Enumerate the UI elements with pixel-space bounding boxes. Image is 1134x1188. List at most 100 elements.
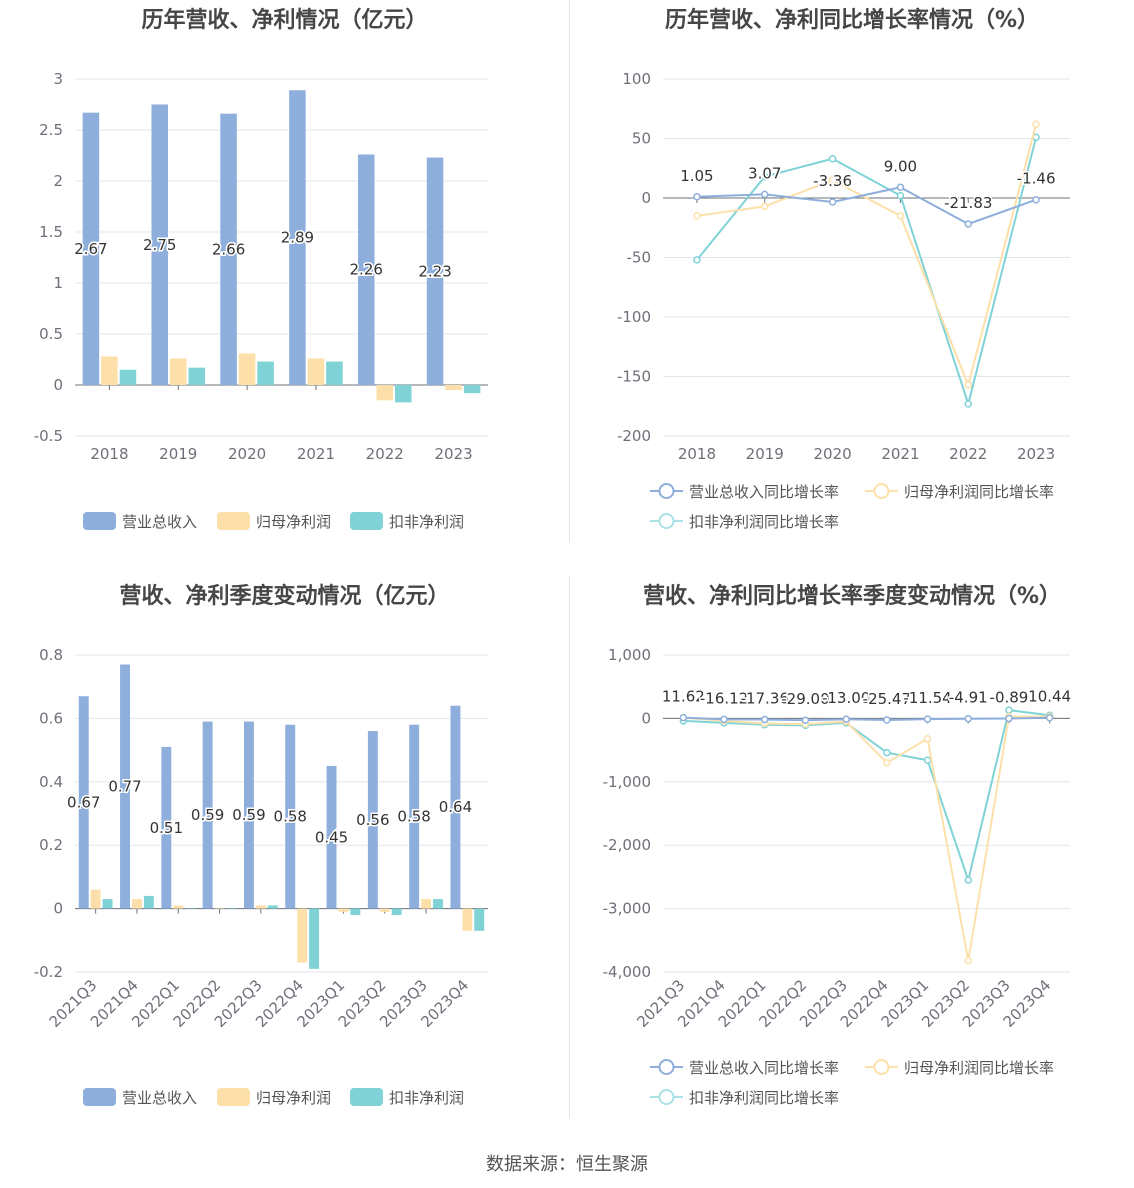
bar-revenue — [78, 696, 89, 909]
legend-label: 归母净利润同比增长率 — [904, 483, 1054, 501]
quarter-growth-chart: 1,0000-1,000-2,000-3,000-4,0002021Q32021… — [603, 646, 1073, 1107]
y-tick-label: 0 — [641, 709, 651, 727]
data-label: 2.66 — [212, 240, 245, 258]
bar-revenue — [120, 664, 130, 909]
legend-label: 扣非净利润 — [389, 513, 464, 531]
data-label: -13.00 — [822, 689, 870, 707]
series-line-net-profit — [696, 123, 1038, 389]
y-tick-label: 0.5 — [39, 325, 63, 343]
bar-deducted-profit — [433, 899, 443, 909]
bar-net-profit — [445, 385, 462, 391]
data-label: 11.62 — [662, 688, 705, 706]
line-point — [964, 876, 972, 884]
series-line-revenue — [696, 186, 1037, 226]
vertical-divider-top — [569, 0, 570, 542]
bar-revenue — [367, 731, 378, 909]
data-label: 0.58 — [274, 808, 307, 826]
data-label: -11.54 — [903, 689, 951, 707]
y-tick-label: 0.8 — [39, 646, 63, 664]
bar-net-profit — [173, 905, 184, 909]
line-point — [1032, 195, 1040, 204]
data-label: 0.59 — [191, 806, 224, 824]
legend-label: 归母净利润同比增长率 — [904, 1059, 1054, 1077]
line-point — [693, 193, 701, 201]
legend-item: 归母净利润同比增长率 — [865, 1059, 1054, 1077]
x-tick-label: 2020 — [813, 445, 851, 463]
legend-label: 归母净利润 — [256, 1089, 331, 1107]
data-label: 0.56 — [356, 811, 389, 829]
bar-deducted-profit — [185, 908, 196, 910]
data-source-note: 数据来源：恒生聚源 — [486, 1154, 648, 1175]
bar-revenue — [289, 90, 306, 385]
bar-revenue — [426, 157, 444, 385]
bar-deducted-profit — [309, 908, 320, 969]
data-label: -16.12 — [700, 689, 748, 707]
data-label: 0.45 — [315, 828, 348, 846]
bar-deducted-profit — [257, 361, 274, 385]
line-point — [828, 154, 837, 163]
data-label: 0.51 — [150, 819, 183, 837]
x-tick-label: 2019 — [746, 445, 784, 463]
data-label: -0.89 — [990, 688, 1029, 706]
bar-net-profit — [214, 908, 225, 910]
data-label: 9.00 — [884, 157, 917, 175]
line-point — [693, 212, 701, 220]
y-tick-label: 1 — [53, 274, 63, 292]
data-label: 0.77 — [108, 778, 141, 796]
line-point — [896, 183, 905, 192]
legend-label: 营业总收入 — [122, 1089, 197, 1107]
x-tick-label: 2018 — [678, 445, 716, 463]
data-label: -3.36 — [813, 172, 852, 190]
line-point — [964, 220, 972, 228]
legend-swatch — [83, 512, 116, 530]
legend-label: 营业总收入 — [122, 513, 197, 531]
line-point — [720, 715, 728, 724]
data-label: 2.75 — [143, 236, 176, 254]
line-point — [801, 716, 810, 724]
bar-net-profit — [255, 905, 266, 909]
x-tick-label: 2023 — [434, 445, 472, 463]
x-tick-label: 2022 — [949, 445, 987, 463]
data-label: 2.26 — [350, 261, 383, 279]
bar-deducted-profit — [267, 905, 278, 909]
line-point — [883, 759, 891, 767]
y-tick-label: 0.4 — [39, 773, 63, 791]
line-point — [1045, 713, 1054, 722]
legend-swatch — [83, 1088, 116, 1106]
bar-net-profit — [238, 353, 256, 385]
annual-amount-title: 历年营收、净利情况（亿元） — [141, 8, 428, 33]
legend-swatch — [350, 512, 383, 530]
y-tick-label: 50 — [632, 130, 651, 148]
vertical-divider-bottom — [569, 576, 570, 1118]
bar-net-profit — [379, 908, 390, 912]
legend-swatch-marker — [873, 483, 890, 499]
legend-swatch — [217, 512, 250, 530]
y-tick-label: 0 — [53, 900, 63, 918]
x-tick-label: 2019 — [159, 445, 197, 463]
y-tick-label: 1,000 — [608, 646, 651, 664]
x-tick-label: 2021 — [297, 445, 335, 463]
line-point — [828, 176, 837, 184]
line-point — [964, 381, 972, 389]
legend-swatch-marker — [658, 513, 675, 529]
bar-deducted-profit — [391, 908, 402, 915]
line-point — [679, 713, 688, 722]
data-label: 0.67 — [67, 793, 100, 811]
legend-swatch-marker — [873, 1059, 890, 1075]
bar-net-profit — [421, 899, 432, 909]
data-label: 0.59 — [232, 806, 265, 824]
bar-net-profit — [90, 889, 101, 909]
y-tick-label: -100 — [617, 308, 651, 326]
y-tick-label: -0.2 — [34, 963, 63, 981]
line-point — [1005, 714, 1013, 723]
y-tick-label: 3 — [53, 70, 63, 88]
legend-swatch — [350, 1088, 383, 1106]
bar-deducted-profit — [326, 361, 343, 385]
line-point — [923, 734, 932, 743]
data-label: 3.07 — [748, 164, 781, 182]
data-label: -29.00 — [781, 690, 829, 708]
bar-net-profit — [169, 358, 187, 385]
bar-net-profit — [462, 908, 473, 931]
y-tick-label: -4,000 — [603, 963, 651, 981]
line-point — [923, 715, 932, 723]
